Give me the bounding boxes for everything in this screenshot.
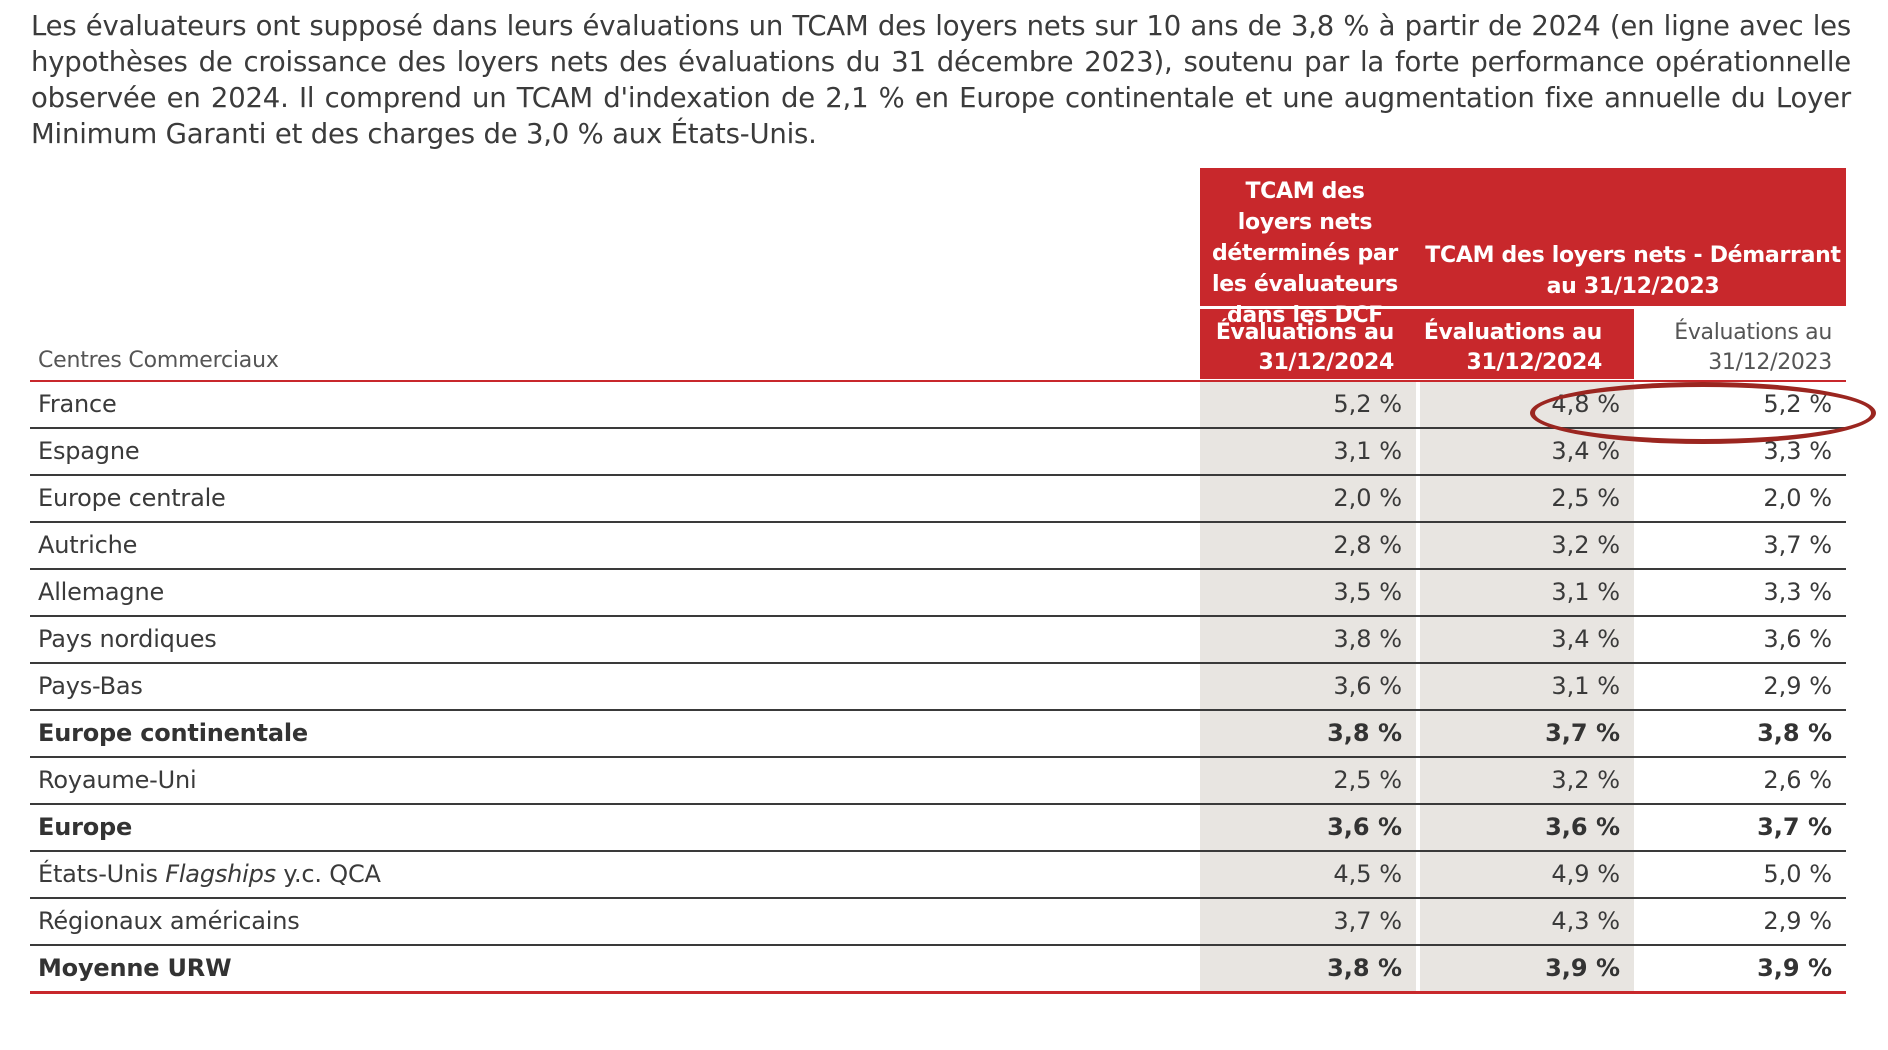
- cell-value: 3,5 %: [1200, 570, 1416, 615]
- subheader-plain: [1634, 309, 1846, 379]
- table-row: Pays nordiques 3,8 % 3,4 % 3,6 %: [30, 617, 1846, 664]
- row-label: Europe continentale: [38, 719, 308, 747]
- row-label: Europe: [38, 813, 133, 841]
- table-row: États-Unis Flagships y.c. QCA 4,5 % 4,9 …: [30, 852, 1846, 899]
- cell-value: 2,9 %: [1763, 907, 1832, 935]
- col-header-3-line2: 31/12/2023: [1708, 350, 1832, 375]
- cell-value: 2,5 %: [1200, 758, 1416, 803]
- row-label-post: y.c. QCA: [275, 860, 381, 888]
- data-table: TCAM des loyers nets déterminés par les …: [30, 168, 1846, 994]
- cell-value: 3,8 %: [1757, 719, 1832, 747]
- cell-value: 3,7 %: [1420, 711, 1634, 756]
- col-header-2: Évaluations au 31/12/2024: [1402, 318, 1602, 378]
- row-label: Pays-Bas: [38, 672, 143, 700]
- highlight-ellipse: [1530, 382, 1876, 444]
- table-row: Pays-Bas 3,6 % 3,1 % 2,9 %: [30, 664, 1846, 711]
- cell-value: 3,7 %: [1200, 899, 1416, 944]
- cell-value: 3,1 %: [1420, 570, 1634, 615]
- cell-value: 3,2 %: [1420, 758, 1634, 803]
- row-label-italic: Flagships: [165, 860, 276, 888]
- row-label: Régionaux américains: [38, 907, 300, 935]
- col-header-1-line1: Évaluations au: [1215, 320, 1394, 345]
- col-header-2-line1: Évaluations au: [1423, 320, 1602, 345]
- row-label-pre: États-Unis: [38, 860, 166, 888]
- cell-value: 5,2 %: [1200, 382, 1416, 427]
- table-row: Espagne 3,1 % 3,4 % 3,3 %: [30, 429, 1846, 476]
- group-header-dcf: TCAM des loyers nets déterminés par les …: [1211, 179, 1398, 328]
- table-row: Royaume-Uni 2,5 % 3,2 % 2,6 %: [30, 758, 1846, 805]
- table-row: Autriche 2,8 % 3,2 % 3,7 %: [30, 523, 1846, 570]
- row-label: Allemagne: [38, 578, 165, 606]
- table-row-total: Moyenne URW 3,8 % 3,9 % 3,9 %: [30, 946, 1846, 994]
- table-header: TCAM des loyers nets déterminés par les …: [30, 168, 1846, 382]
- header-band: [1200, 168, 1846, 306]
- cell-value: 3,3 %: [1763, 578, 1832, 606]
- cell-value: 3,8 %: [1200, 617, 1416, 662]
- table-row-subtotal: Europe 3,6 % 3,6 % 3,7 %: [30, 805, 1846, 852]
- cell-value: 3,8 %: [1200, 711, 1416, 756]
- table-body: France 5,2 % 4,8 % 5,2 % Espagne 3,1 % 3…: [30, 382, 1846, 994]
- cell-value: 3,7 %: [1757, 813, 1832, 841]
- table-row: Allemagne 3,5 % 3,1 % 3,3 %: [30, 570, 1846, 617]
- col-header-1-line2: 31/12/2024: [1258, 350, 1394, 375]
- cell-value: 4,9 %: [1420, 852, 1634, 897]
- cell-value: 3,9 %: [1420, 946, 1634, 991]
- cell-value: 3,6 %: [1763, 625, 1832, 653]
- cell-value: 2,0 %: [1200, 476, 1416, 521]
- cell-value: 4,5 %: [1200, 852, 1416, 897]
- col-header-3-line1: Évaluations au: [1674, 320, 1832, 345]
- intro-paragraph: Les évaluateurs ont supposé dans leurs é…: [31, 10, 1851, 150]
- cell-value: 3,8 %: [1200, 946, 1416, 991]
- row-label: Pays nordiques: [38, 625, 217, 653]
- group-header-start: TCAM des loyers nets - Démarrant au 31/1…: [1425, 243, 1841, 299]
- row-label: Moyenne URW: [38, 954, 232, 982]
- cell-value: 2,0 %: [1763, 484, 1832, 512]
- cell-value: 2,8 %: [1200, 523, 1416, 568]
- row-label: Europe centrale: [38, 484, 226, 512]
- col-header-3: Évaluations au 31/12/2023: [1634, 318, 1832, 378]
- row-header-label: Centres Commerciaux: [38, 348, 279, 373]
- row-label: Royaume-Uni: [38, 766, 197, 794]
- row-label: Espagne: [38, 437, 140, 465]
- cell-value: 3,6 %: [1200, 805, 1416, 850]
- cell-value: 3,4 %: [1420, 617, 1634, 662]
- col-header-2-line2: 31/12/2024: [1466, 350, 1602, 375]
- cell-value: 4,3 %: [1420, 899, 1634, 944]
- cell-value: 3,2 %: [1420, 523, 1634, 568]
- cell-value: 3,6 %: [1200, 664, 1416, 709]
- cell-value: 3,7 %: [1763, 531, 1832, 559]
- cell-value: 3,1 %: [1200, 429, 1416, 474]
- cell-value: 3,1 %: [1420, 664, 1634, 709]
- subheader-band: [1200, 309, 1634, 379]
- table-row: Régionaux américains 3,7 % 4,3 % 2,9 %: [30, 899, 1846, 946]
- row-label: États-Unis Flagships y.c. QCA: [30, 852, 1200, 897]
- cell-value: 5,0 %: [1763, 860, 1832, 888]
- table-row: Europe centrale 2,0 % 2,5 % 2,0 %: [30, 476, 1846, 523]
- cell-value: 2,9 %: [1763, 672, 1832, 700]
- header-divider: [30, 380, 1846, 382]
- row-label: France: [38, 390, 117, 418]
- cell-value: 3,3 %: [1763, 437, 1832, 465]
- cell-value: 2,6 %: [1763, 766, 1832, 794]
- table-row-subtotal: Europe continentale 3,8 % 3,7 % 3,8 %: [30, 711, 1846, 758]
- col-header-1: Évaluations au 31/12/2024: [1200, 318, 1394, 378]
- row-label: Autriche: [38, 531, 138, 559]
- cell-value: 2,5 %: [1420, 476, 1634, 521]
- cell-value: 3,6 %: [1420, 805, 1634, 850]
- cell-value: 3,9 %: [1757, 954, 1832, 982]
